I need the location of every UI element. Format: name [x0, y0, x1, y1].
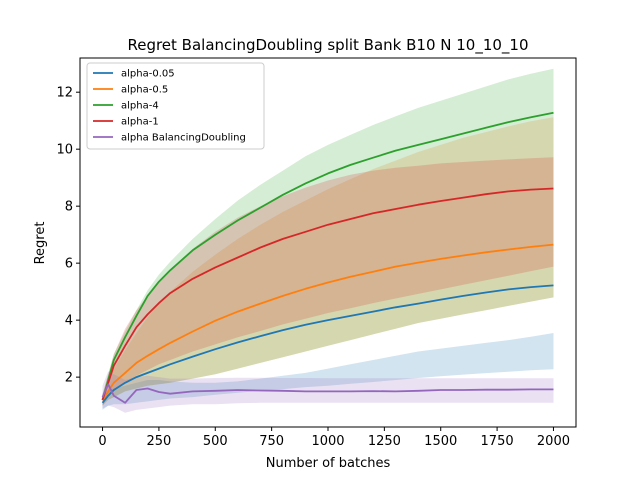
y-tick-label: 4	[65, 314, 73, 329]
line-series-3	[101, 187, 554, 401]
x-tick-label: 1750	[481, 434, 514, 449]
legend: alpha-0.05 alpha-0.5 alpha-4 alpha-1 alpha B…	[86, 62, 265, 150]
line-series-2	[101, 111, 554, 401]
legend-entry: alpha-1	[121, 117, 159, 128]
legend-entry: alpha BalancingDoubling	[121, 133, 246, 144]
x-tick-label: 500	[203, 434, 228, 449]
legend-entry: alpha-0.05	[121, 69, 175, 80]
line-series-1	[101, 243, 554, 401]
legend-box	[86, 62, 265, 150]
band-series-1	[102, 117, 554, 406]
y-tick-label: 12	[56, 86, 73, 101]
x-tick-label: 1250	[368, 434, 401, 449]
x-tick-label: 0	[98, 434, 106, 449]
x-tick-label: 250	[146, 434, 171, 449]
band-series-3	[102, 157, 554, 406]
chart-title: Regret BalancingDoubling split Bank B10 …	[127, 36, 528, 55]
line-series-4	[101, 383, 554, 404]
y-axis-ticks: 2 4 6 8 10 12	[56, 86, 80, 386]
x-axis-label: Number of batches	[266, 456, 391, 471]
legend-entry: alpha-0.5	[121, 85, 168, 96]
y-tick-label: 8	[65, 200, 73, 215]
confidence-bands	[102, 68, 554, 413]
y-tick-label: 10	[56, 143, 73, 158]
x-tick-label: 2000	[537, 434, 570, 449]
x-tick-label: 1000	[311, 434, 344, 449]
y-tick-label: 2	[65, 371, 73, 386]
x-tick-label: 1500	[424, 434, 457, 449]
x-tick-label: 750	[259, 434, 284, 449]
x-axis-ticks: 0 250 500 750 1000 1250 1500 1750 2000	[98, 427, 570, 449]
y-tick-label: 6	[65, 257, 73, 272]
line-series-0	[101, 284, 554, 404]
legend-entry: alpha-4	[121, 101, 159, 112]
y-axis-label: Regret	[33, 222, 48, 265]
series-lines	[101, 111, 554, 404]
